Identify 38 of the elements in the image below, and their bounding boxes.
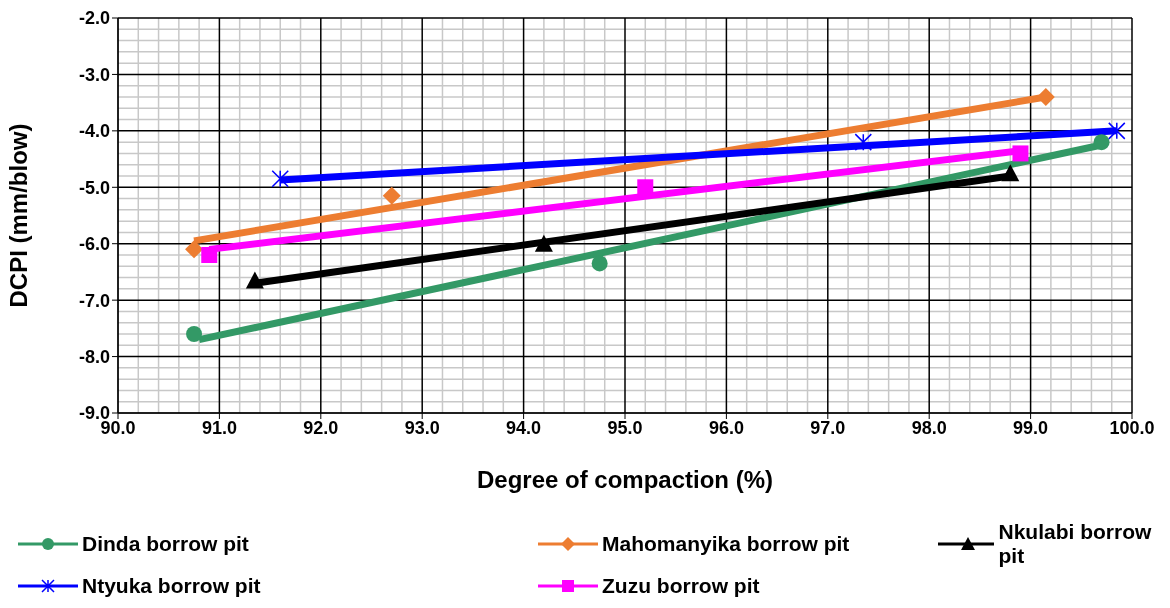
x-axis-title: Degree of compaction (%)	[476, 466, 774, 493]
y-tick-label: -8.0	[78, 346, 110, 367]
legend-label: Ntyuka borrow pit	[82, 574, 261, 598]
y-tick-label: -6.0	[78, 234, 110, 255]
x-tick-label: 96.0	[708, 417, 744, 438]
point	[591, 255, 608, 272]
y-tick-label: -5.0	[78, 177, 110, 198]
point	[1001, 164, 1020, 182]
point	[1108, 122, 1126, 140]
point	[186, 326, 203, 342]
point	[1012, 145, 1029, 162]
x-tick-label: 100.0	[1109, 417, 1155, 438]
point	[185, 240, 204, 259]
point	[245, 271, 264, 289]
x-tick-label: 95.0	[607, 417, 643, 438]
y-tick-label: -7.0	[78, 290, 110, 311]
legend-label: Mahomanyika borrow pit	[602, 532, 850, 556]
y-tick-label: -2.0	[78, 8, 110, 29]
x-tick-label: 98.0	[911, 417, 947, 438]
x-tick-label: 91.0	[201, 417, 237, 438]
legend-label: Zuzu borrow pit	[602, 574, 760, 598]
x-tick-label: 94.0	[506, 417, 542, 438]
y-tick-label: -4.0	[78, 121, 110, 142]
x-tick-label: 92.0	[303, 417, 339, 438]
point	[854, 133, 873, 151]
legend-label: Dinda borrow pit	[82, 532, 249, 556]
x-tick-label: 93.0	[404, 417, 440, 438]
y-axis-title: DCPI (mm/blow)	[4, 123, 32, 308]
point	[201, 247, 218, 263]
x-tick-label: 97.0	[810, 417, 846, 438]
point	[1093, 134, 1110, 151]
y-tick-label: -3.0	[78, 64, 110, 85]
point	[271, 170, 289, 188]
point	[534, 234, 553, 252]
point	[637, 179, 654, 196]
x-tick-label: 99.0	[1013, 417, 1049, 438]
legend-label: Nkulabi borrow pit	[998, 520, 1153, 568]
point	[382, 186, 401, 205]
